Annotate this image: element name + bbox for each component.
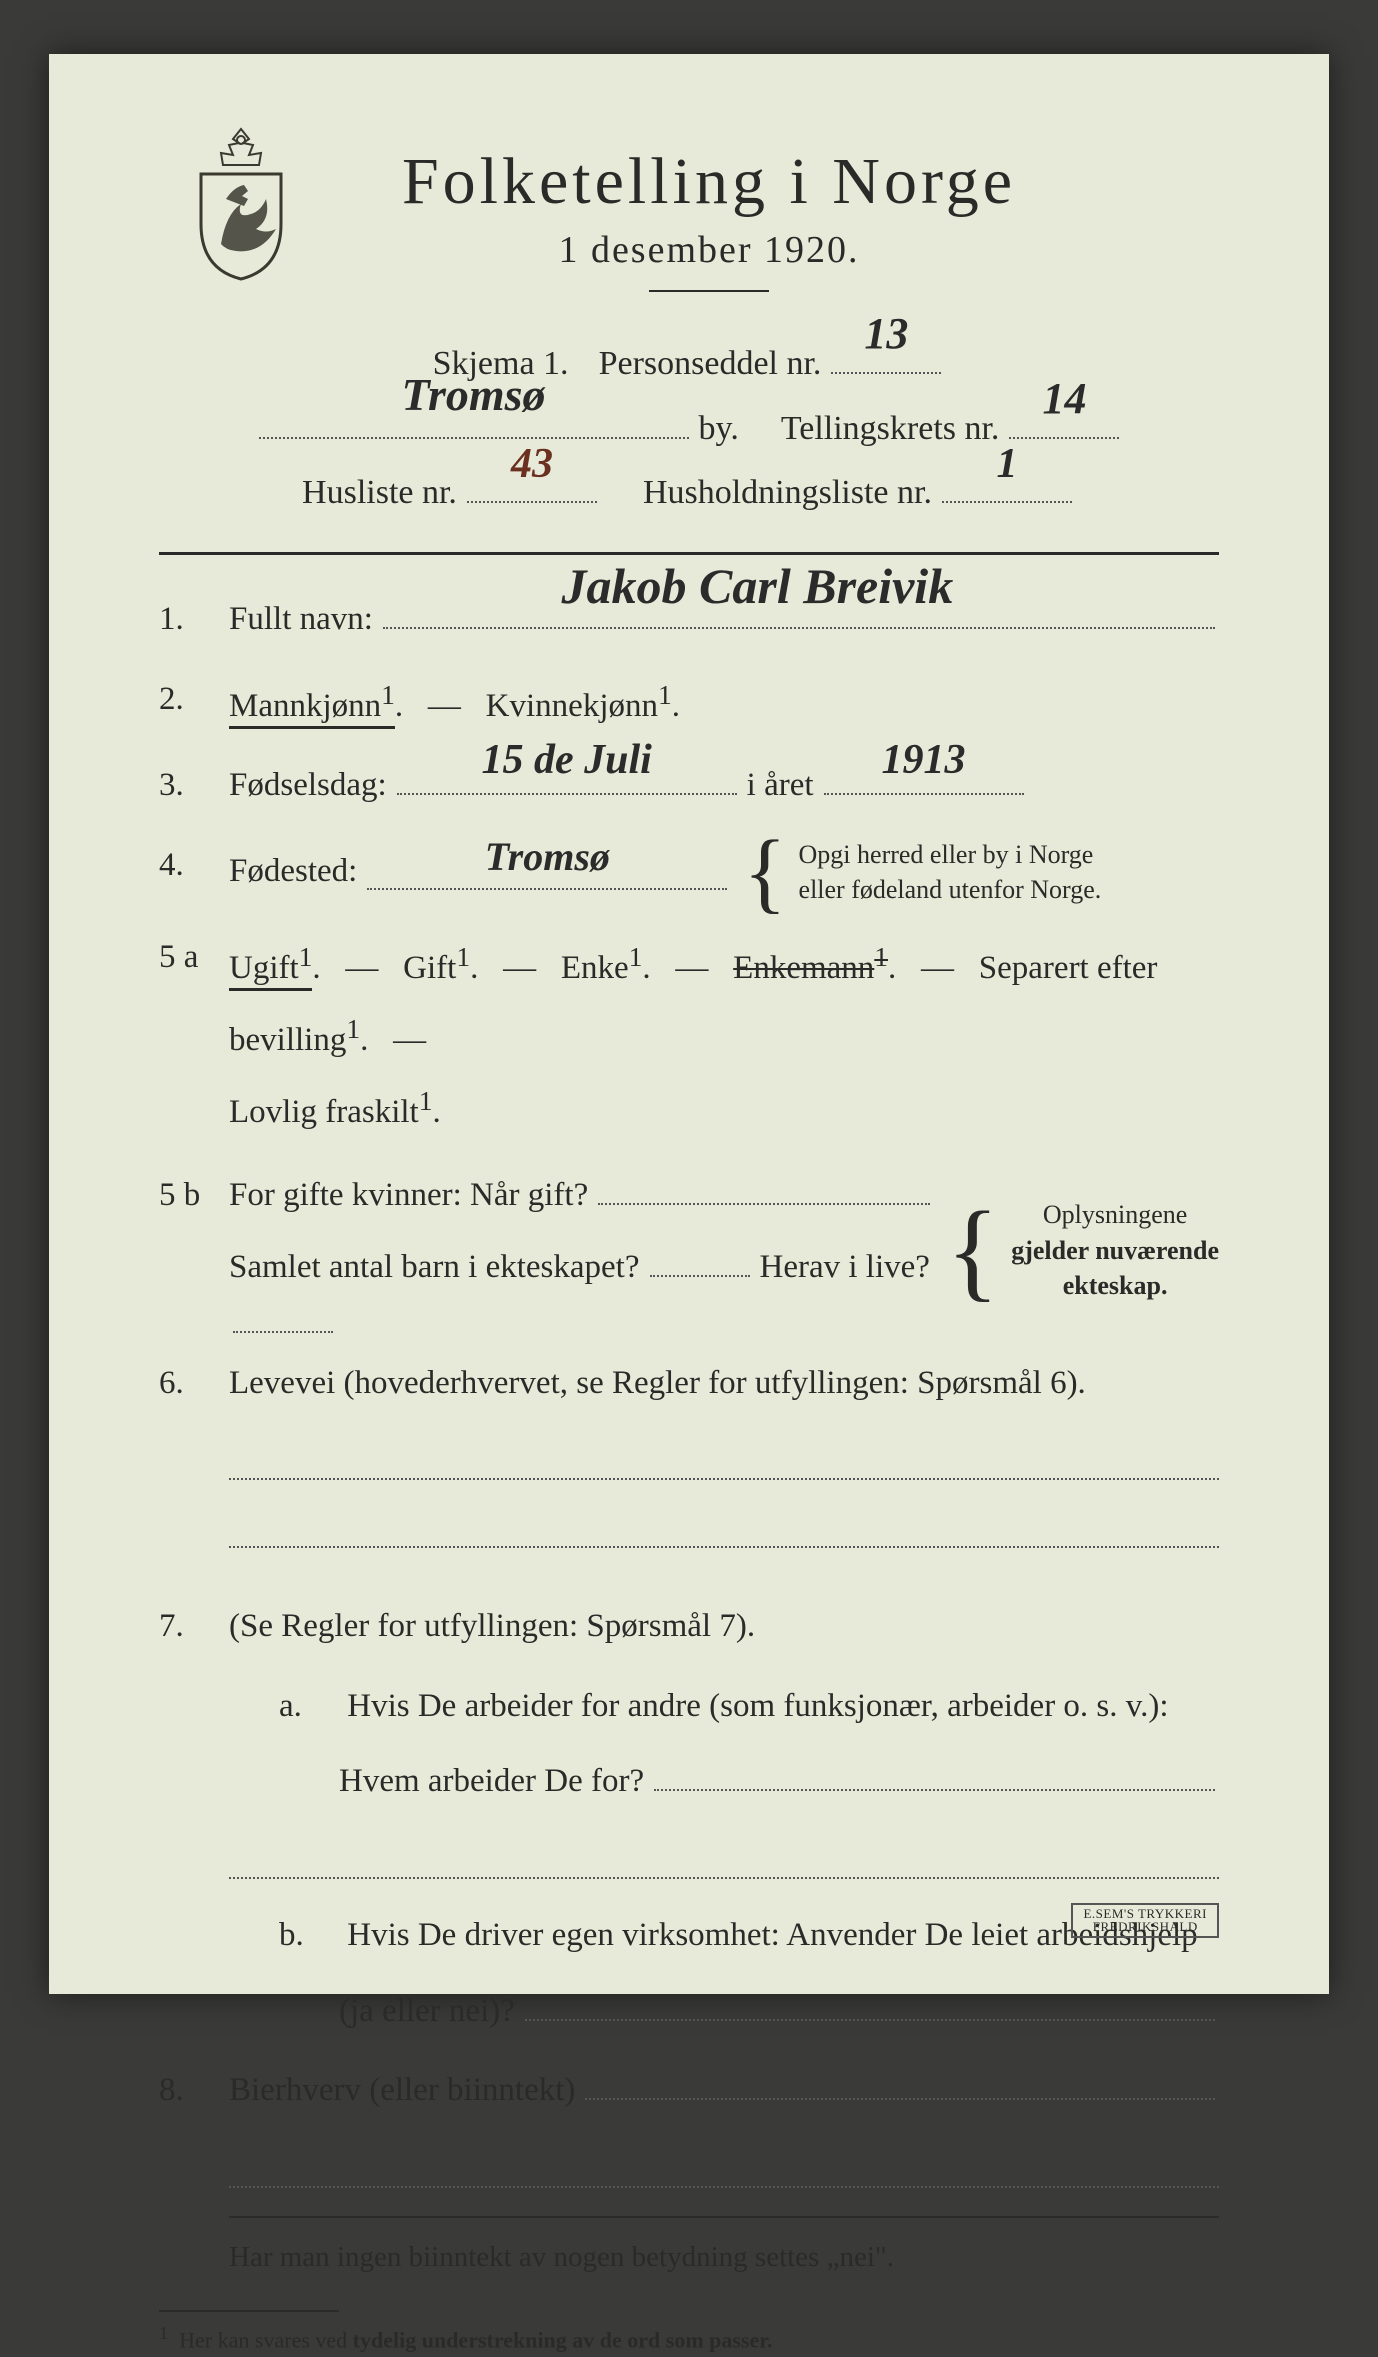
birthyear-value: 1913 bbox=[882, 724, 966, 798]
personseddel-label: Personseddel nr. bbox=[599, 332, 822, 397]
q7b-l1: Hvis De driver egen virksomhet: Anvender… bbox=[347, 1917, 1197, 1953]
q5a-num: 5 a bbox=[159, 929, 229, 987]
q7a: a. Hvis De arbeider for andre (som funks… bbox=[229, 1678, 1219, 1812]
q4-num: 4. bbox=[159, 837, 229, 895]
census-form-page: Folketelling i Norge 1 desember 1920. Sk… bbox=[49, 54, 1329, 1994]
hired-help-field[interactable] bbox=[525, 1984, 1215, 2020]
q6-num: 6. bbox=[159, 1355, 229, 1413]
footnote-rule bbox=[159, 2310, 339, 2312]
q7b-num: b. bbox=[279, 1907, 339, 1965]
employer-field[interactable] bbox=[654, 1755, 1215, 1791]
footnote: 1 Her kan svares ved tydelig understrekn… bbox=[159, 2310, 1219, 2356]
q7: 7. (Se Regler for utfyllingen: Spørsmål … bbox=[159, 1598, 1219, 2040]
children-alive-field[interactable] bbox=[233, 1297, 333, 1333]
q7-intro: (Se Regler for utfyllingen: Spørsmål 7). bbox=[229, 1598, 1219, 1656]
q7b-l2: (ja eller nei)? bbox=[339, 1983, 515, 2041]
q1-label: Fullt navn: bbox=[229, 591, 373, 649]
divider bbox=[649, 290, 769, 292]
header: Folketelling i Norge 1 desember 1920. bbox=[159, 144, 1219, 322]
q2-mann: Mannkjønn1 bbox=[229, 688, 395, 729]
q2-kvinne: Kvinnekjønn1. bbox=[486, 688, 680, 724]
personseddel-value: 13 bbox=[864, 292, 908, 376]
q5b: 5 b For gifte kvinner: Når gift? Samlet … bbox=[159, 1167, 1219, 1333]
married-when-field[interactable] bbox=[598, 1169, 930, 1205]
city-field[interactable]: Tromsø bbox=[259, 401, 689, 438]
by-label: by. bbox=[699, 397, 739, 462]
fullname-value: Jakob Carl Breivik bbox=[562, 543, 954, 631]
q4-label: Fødested: bbox=[229, 843, 357, 901]
personseddel-field[interactable]: 13 bbox=[831, 337, 941, 374]
husholdning-field[interactable]: 1 bbox=[942, 466, 1072, 503]
q5a-gift: Gift1. bbox=[403, 950, 478, 986]
q8-num: 8. bbox=[159, 2062, 229, 2120]
fullname-field[interactable]: Jakob Carl Breivik bbox=[383, 592, 1215, 628]
q6-text: Levevei (hovederhvervet, se Regler for u… bbox=[229, 1365, 1086, 1401]
q5a-enke: Enke1. bbox=[561, 950, 651, 986]
q7a-line2[interactable] bbox=[229, 1839, 1219, 1879]
husliste-field[interactable]: 43 bbox=[467, 466, 597, 503]
q8: 8. Bierhverv (eller biinntekt) Har man i… bbox=[159, 2062, 1219, 2282]
bierhverv-field1[interactable] bbox=[585, 2064, 1215, 2100]
husliste-value: 43 bbox=[511, 425, 553, 505]
meta-block: Skjema 1. Personseddel nr. 13 Tromsø by.… bbox=[159, 332, 1219, 526]
husholdning-label: Husholdningsliste nr. bbox=[643, 461, 932, 526]
q8-label: Bierhverv (eller biinntekt) bbox=[229, 2062, 575, 2120]
husholdning-value: 1 bbox=[996, 425, 1017, 505]
q8-note: Har man ingen biinntekt av nogen betydni… bbox=[229, 2232, 1219, 2283]
q4: 4. Fødested: Tromsø { Opgi herred eller … bbox=[159, 837, 1219, 907]
q5b-l2: Samlet antal barn i ekteskapet? bbox=[229, 1239, 640, 1297]
coat-of-arms-icon bbox=[171, 124, 311, 289]
q5b-l3: Herav i live? bbox=[760, 1239, 930, 1297]
q5a-ugift: Ugift1 bbox=[229, 950, 312, 991]
q1: 1. Fullt navn: Jakob Carl Breivik bbox=[159, 591, 1219, 649]
q3-mid: i året bbox=[747, 757, 814, 815]
children-total-field[interactable] bbox=[650, 1241, 750, 1277]
brace-icon: { bbox=[946, 1212, 999, 1289]
tellingskrets-label: Tellingskrets nr. bbox=[781, 397, 1000, 462]
q5a-fraskilt: Lovlig fraskilt1. bbox=[229, 1094, 441, 1130]
title-block: Folketelling i Norge 1 desember 1920. bbox=[402, 144, 1016, 322]
q6: 6. Levevei (hovederhvervet, se Regler fo… bbox=[159, 1355, 1219, 1576]
tellingskrets-field[interactable]: 14 bbox=[1009, 401, 1119, 438]
q3-label: Fødselsdag: bbox=[229, 757, 387, 815]
bierhverv-field2[interactable] bbox=[229, 2148, 1219, 2188]
birthplace-field[interactable]: Tromsø bbox=[367, 854, 727, 890]
birthyear-field[interactable]: 1913 bbox=[824, 759, 1024, 795]
q5b-num: 5 b bbox=[159, 1167, 229, 1225]
q5a: 5 a Ugift1. — Gift1. — Enke1. — Enkemann… bbox=[159, 929, 1219, 1145]
q3: 3. Fødselsdag: 15 de Juli i året 1913 bbox=[159, 757, 1219, 815]
q7-num: 7. bbox=[159, 1598, 229, 1656]
q4-note: Opgi herred eller by i Norge eller fødel… bbox=[799, 837, 1102, 907]
page-subtitle: 1 desember 1920. bbox=[402, 228, 1016, 272]
q2-num: 2. bbox=[159, 671, 229, 729]
rule bbox=[229, 2216, 1219, 2218]
q5b-l1: For gifte kvinner: Når gift? bbox=[229, 1167, 588, 1225]
birthdate-field[interactable]: 15 de Juli bbox=[397, 759, 737, 795]
q5b-note: Oplysningene gjelder nuværende ekteskap. bbox=[1011, 1197, 1219, 1302]
tellingskrets-value: 14 bbox=[1042, 357, 1086, 441]
q1-num: 1. bbox=[159, 591, 229, 649]
printer-stamp: E.SEM'S TRYKKERI FREDRIKSHALD bbox=[1071, 1903, 1219, 1938]
q6-line1[interactable] bbox=[229, 1441, 1219, 1481]
q6-line2[interactable] bbox=[229, 1508, 1219, 1548]
birthdate-value: 15 de Juli bbox=[482, 724, 652, 798]
brace-icon: { bbox=[743, 841, 786, 904]
q7a-num: a. bbox=[279, 1678, 339, 1736]
q5a-enkemann: Enkemann1 bbox=[733, 950, 888, 986]
q7a-l1: Hvis De arbeider for andre (som funksjon… bbox=[347, 1688, 1168, 1724]
q3-num: 3. bbox=[159, 757, 229, 815]
q2: 2. Mannkjønn1. — Kvinnekjønn1. bbox=[159, 671, 1219, 736]
q7a-l2: Hvem arbeider De for? bbox=[339, 1753, 644, 1811]
husliste-label: Husliste nr. bbox=[302, 461, 457, 526]
birthplace-value: Tromsø bbox=[485, 822, 610, 892]
page-title: Folketelling i Norge bbox=[402, 144, 1016, 220]
